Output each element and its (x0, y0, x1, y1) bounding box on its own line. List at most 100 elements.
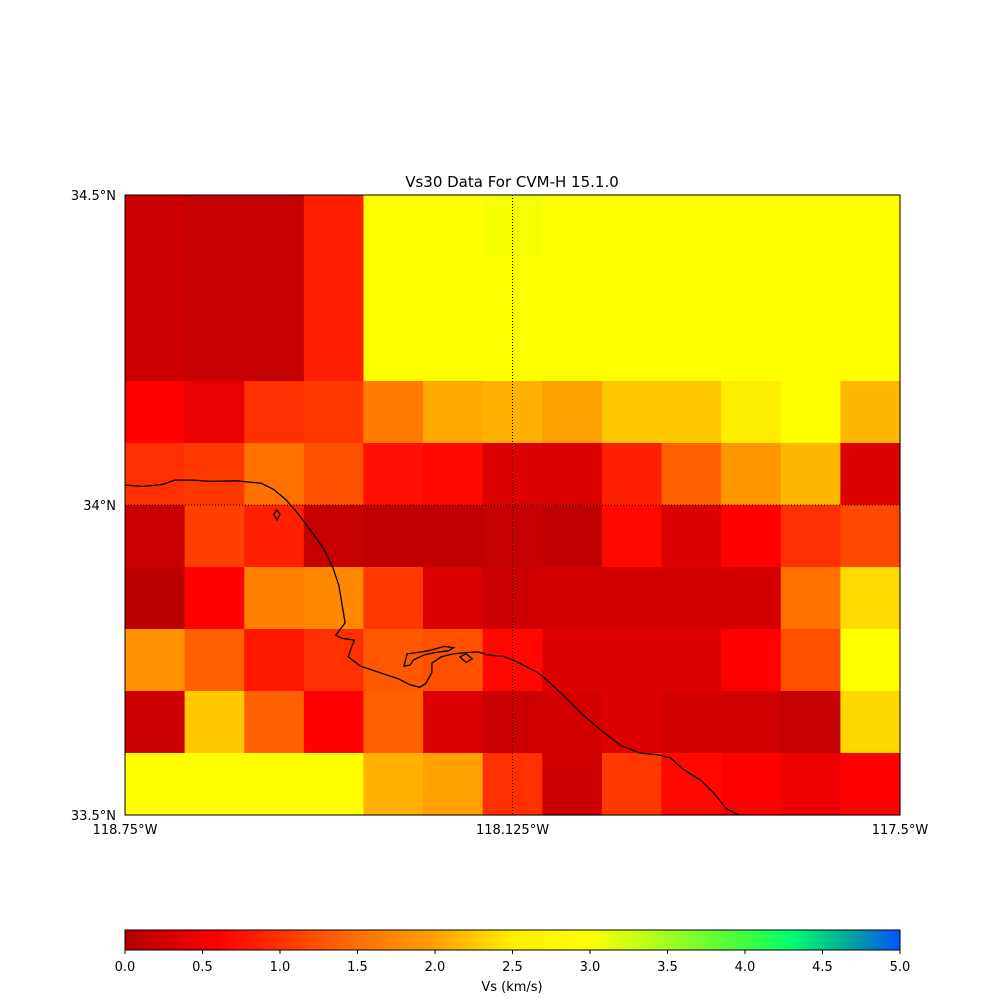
grid-cell (363, 753, 424, 816)
colorbar-label: Vs (km/s) (481, 980, 542, 995)
grid-cell (661, 319, 722, 382)
grid-cell (423, 753, 484, 816)
grid-cell (840, 257, 901, 320)
grid-cell (721, 319, 782, 382)
grid-cell (721, 629, 782, 692)
grid-cell (423, 443, 484, 506)
grid-cell (601, 753, 663, 816)
grid-cell (840, 319, 901, 382)
grid-cell (661, 629, 722, 692)
grid-cell (125, 567, 186, 630)
grid-cell (303, 195, 365, 258)
colorbar-tick-label: 3.0 (580, 960, 601, 975)
grid-cell (125, 195, 186, 258)
grid-cell (363, 505, 424, 568)
vs30-grid (125, 195, 901, 816)
colorbar-tick-label: 1.5 (347, 960, 368, 975)
grid-cell (780, 505, 841, 568)
grid-cell (542, 505, 603, 568)
grid-cell (125, 505, 186, 568)
grid-cell (423, 505, 484, 568)
grid-cell (363, 257, 424, 320)
longitude-labels: 118.75°W 118.125°W 117.5°W (93, 823, 929, 838)
grid-cell (721, 257, 782, 320)
grid-cell (840, 505, 901, 568)
grid-cell (423, 629, 484, 692)
grid-cell (244, 195, 305, 258)
grid-cell (184, 505, 245, 568)
grid-cell (125, 753, 186, 816)
grid-cell (840, 567, 901, 630)
grid-cell (780, 753, 841, 816)
grid-cell (303, 753, 365, 816)
grid-cell (542, 319, 603, 382)
grid-cell (363, 381, 424, 444)
grid-cell (840, 629, 901, 692)
grid-cell (244, 629, 305, 692)
grid-cell (184, 195, 245, 258)
grid-cell (721, 443, 782, 506)
grid-cell (840, 381, 901, 444)
colorbar-tick-label: 3.5 (657, 960, 678, 975)
grid-cell (125, 443, 186, 506)
grid-cell (184, 443, 245, 506)
grid-cell (363, 319, 424, 382)
grid-cell (303, 567, 365, 630)
map-title: Vs30 Data For CVM-H 15.1.0 (405, 173, 619, 191)
colorbar-tick-label: 2.5 (502, 960, 523, 975)
grid-cell (601, 691, 663, 754)
grid-cell (780, 629, 841, 692)
grid-cell (482, 195, 543, 258)
grid-cell (244, 753, 305, 816)
colorbar-tick-label: 4.5 (812, 960, 833, 975)
grid-cell (542, 443, 603, 506)
map-gridlines (125, 195, 900, 815)
grid-cell (780, 567, 841, 630)
grid-cell (244, 443, 305, 506)
grid-cell (661, 567, 722, 630)
grid-cell (721, 567, 782, 630)
grid-cell (244, 319, 305, 382)
grid-cell (542, 691, 603, 754)
grid-cell (780, 691, 841, 754)
latitude-label: 33.5°N (71, 809, 116, 824)
grid-cell (423, 257, 484, 320)
grid-cell (303, 691, 365, 754)
grid-cell (125, 257, 186, 320)
colorbar (124, 929, 901, 951)
coastline-path (124, 479, 740, 816)
grid-cell (661, 691, 722, 754)
grid-cell (780, 381, 841, 444)
grid-cell (661, 195, 722, 258)
colorbar-tick-label: 2.0 (425, 960, 446, 975)
grid-cell (482, 567, 543, 630)
grid-cell (601, 629, 663, 692)
latitude-labels: 34.5°N 34°N 33.5°N (71, 189, 116, 824)
grid-cell (303, 257, 365, 320)
grid-cell (780, 257, 841, 320)
grid-cell (303, 505, 365, 568)
grid-cell (601, 505, 663, 568)
latitude-label: 34°N (83, 499, 116, 514)
grid-cell (601, 567, 663, 630)
colorbar-tick-label: 4.0 (735, 960, 756, 975)
colorbar-tick-label: 5.0 (890, 960, 911, 975)
grid-cell (125, 691, 186, 754)
grid-cell (542, 381, 603, 444)
latitude-label: 34.5°N (71, 189, 116, 204)
grid-cell (125, 381, 186, 444)
coastline-feature (403, 645, 456, 668)
grid-cell (482, 753, 543, 816)
longitude-label: 117.5°W (872, 823, 929, 838)
grid-cell (244, 567, 305, 630)
grid-cell (482, 691, 543, 754)
grid-cell (184, 567, 245, 630)
grid-cell (423, 319, 484, 382)
grid-cell (601, 257, 663, 320)
grid-cell (303, 443, 365, 506)
map-frame (124, 194, 901, 816)
grid-cell (661, 505, 722, 568)
grid-cell (244, 257, 305, 320)
grid-cell (840, 443, 901, 506)
